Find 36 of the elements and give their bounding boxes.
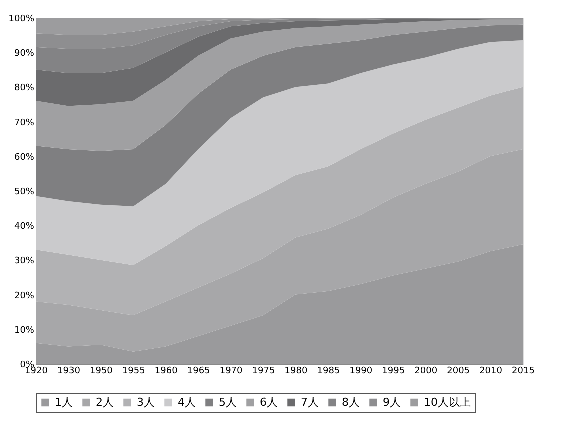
x-tick-label: 1930 (58, 366, 81, 376)
y-tick-label: 50% (14, 188, 35, 198)
x-tick-label: 2000 (414, 366, 438, 376)
y-tick-label: 100% (8, 14, 35, 24)
legend-label: 10人以上 (424, 396, 471, 409)
legend-label: 5人 (219, 396, 237, 409)
x-tick-label: 1920 (25, 366, 48, 376)
legend-label: 6人 (260, 396, 278, 409)
y-tick-label: 30% (14, 256, 35, 267)
legend-label: 4人 (178, 396, 196, 409)
y-tick-label: 80% (14, 84, 35, 94)
x-tick-label: 1960 (154, 366, 178, 376)
x-tick-label: 1980 (284, 366, 308, 376)
x-tick-label: 1995 (382, 366, 406, 376)
y-tick-label: 40% (14, 222, 35, 232)
x-tick-label: 2010 (480, 366, 503, 376)
y-tick-label: 90% (14, 49, 35, 60)
x-tick-label: 2015 (512, 366, 535, 376)
y-tick-label: 70% (14, 118, 35, 128)
legend-label: 7人 (301, 396, 319, 409)
legend-label: 3人 (137, 396, 155, 409)
x-tick-label: 1970 (220, 366, 244, 376)
x-tick-label: 1955 (122, 366, 146, 376)
x-tick-label: 1990 (350, 366, 373, 376)
x-tick-label: 1985 (317, 366, 340, 376)
legend-label: 2人 (96, 396, 114, 409)
legend-label: 1人 (55, 396, 73, 409)
x-tick-label: 1950 (90, 366, 114, 376)
legend-label: 9人 (383, 396, 401, 409)
y-tick-label: 20% (14, 291, 35, 302)
x-tick-label: 1975 (252, 366, 276, 376)
y-tick-label: 60% (14, 152, 35, 163)
x-tick-label: 2005 (447, 366, 470, 376)
x-tick-label: 1965 (187, 366, 210, 376)
legend-label: 8人 (342, 396, 360, 409)
y-tick-label: 10% (14, 326, 35, 336)
